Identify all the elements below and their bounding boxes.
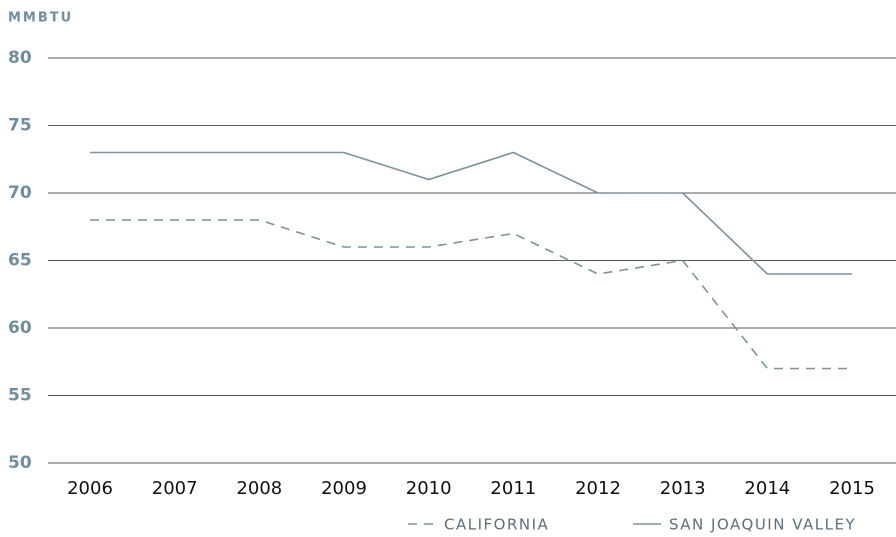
y-tick-label: 80 <box>8 48 32 68</box>
y-tick-label: 75 <box>8 116 32 136</box>
x-tick-label: 2007 <box>152 478 198 499</box>
legend-label: SAN JOAQUIN VALLEY <box>669 516 856 534</box>
x-tick-label: 2010 <box>406 478 452 499</box>
y-tick-label: 70 <box>8 183 32 203</box>
x-tick-label: 2011 <box>490 478 536 499</box>
x-tick-label: 2014 <box>744 478 790 499</box>
y-tick-label: 60 <box>8 318 32 338</box>
y-tick-label: 65 <box>8 251 32 271</box>
x-tick-label: 2006 <box>67 478 113 499</box>
x-tick-label: 2008 <box>236 478 282 499</box>
x-tick-label: 2009 <box>321 478 367 499</box>
x-tick-label: 2013 <box>660 478 706 499</box>
y-axis-label: MMBTU <box>8 11 73 26</box>
legend-label: CALIFORNIA <box>444 516 549 534</box>
series-line <box>90 219 852 370</box>
series-line <box>90 151 852 275</box>
y-tick-label: 50 <box>8 453 32 473</box>
y-tick-label: 55 <box>8 386 32 406</box>
x-tick-label: 2012 <box>575 478 621 499</box>
x-tick-label: 2015 <box>829 478 875 499</box>
